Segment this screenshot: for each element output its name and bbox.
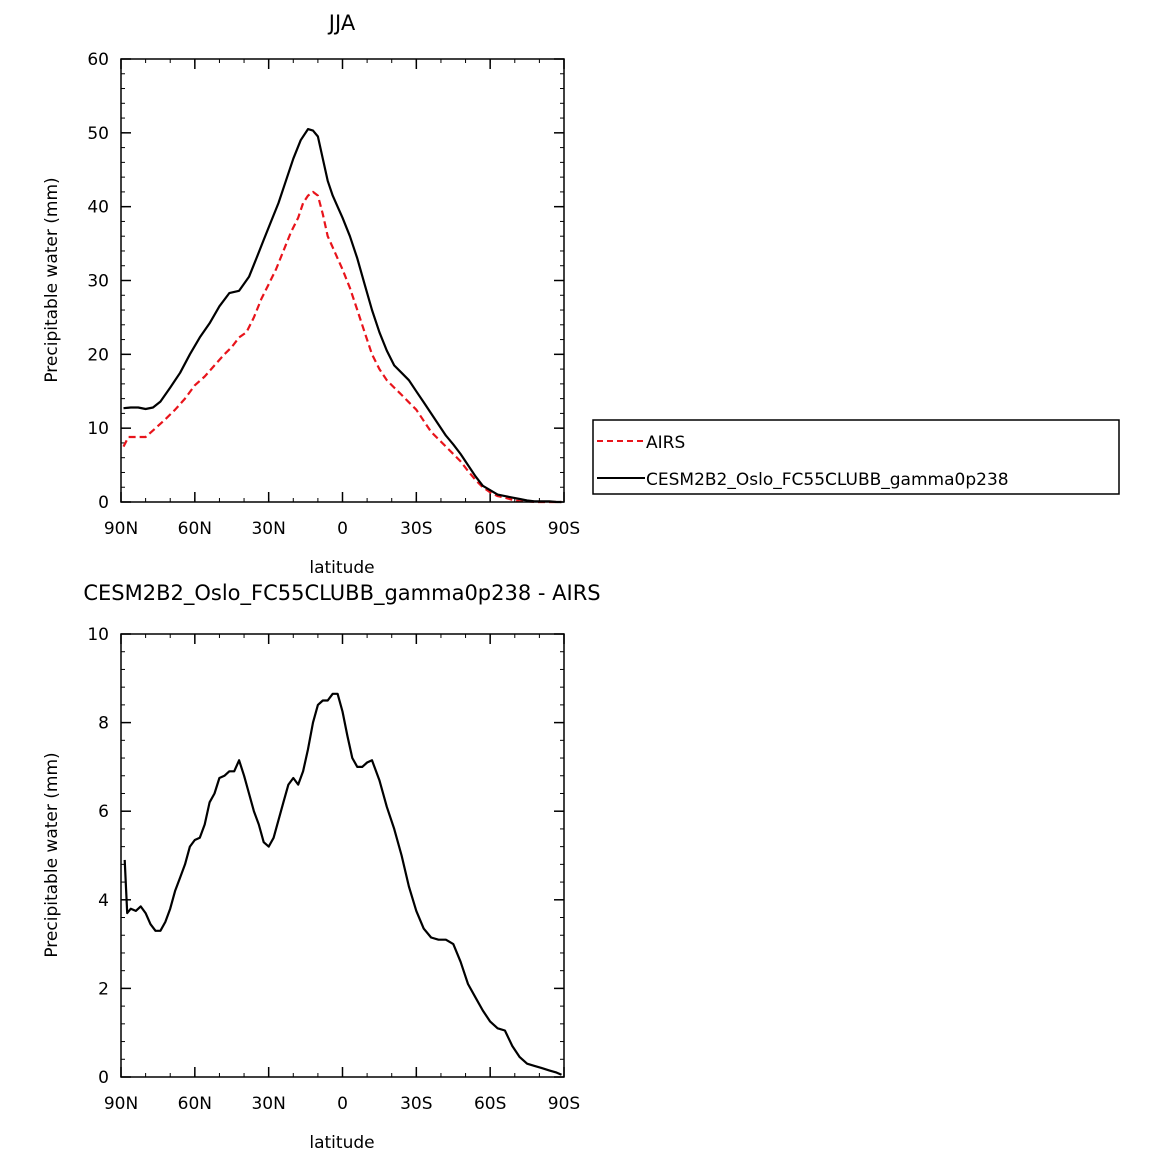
- legend-label-airs: AIRS: [646, 433, 685, 453]
- y-tick-label: 20: [87, 345, 109, 365]
- tick-labels: 90N 60N 30N 0 30S 60S 90S 0 2 4 6 8 10: [87, 625, 580, 1114]
- y-tick-label: 30: [87, 272, 109, 292]
- y-tick-label: 50: [87, 124, 109, 144]
- x-tick-label: 90S: [548, 1094, 580, 1114]
- legend-box: [592, 419, 1120, 495]
- x-tick-label: 60N: [178, 1094, 212, 1114]
- series-line-airs: [122, 190, 562, 504]
- plot-frame: [120, 58, 565, 503]
- series-layer: [123, 692, 562, 1076]
- y-tick-label: 8: [98, 714, 109, 734]
- x-tick-label: 30S: [400, 519, 432, 539]
- y-tick-label: 10: [87, 625, 109, 645]
- x-tick-label: 0: [337, 519, 348, 539]
- y-tick-label: 2: [98, 979, 109, 999]
- y-axis-label: Precipitable water (mm): [42, 177, 62, 382]
- series-line-difference: [123, 692, 562, 1076]
- x-tick-label: 0: [337, 1094, 348, 1114]
- x-tick-label: 30S: [400, 1094, 432, 1114]
- x-axis-label: latitude: [309, 558, 374, 578]
- y-tick-label: 40: [87, 198, 109, 218]
- x-tick-label: 30N: [251, 519, 285, 539]
- x-tick-label: 90N: [104, 1094, 138, 1114]
- y-axis-label: Precipitable water (mm): [42, 752, 62, 957]
- y-tick-label: 60: [87, 50, 109, 70]
- axis-ticks: [120, 58, 565, 503]
- x-tick-label: 90S: [548, 519, 580, 539]
- x-tick-label: 60S: [474, 1094, 506, 1114]
- x-tick-label: 60S: [474, 519, 506, 539]
- x-axis-label: latitude: [309, 1133, 374, 1153]
- plot-frame: [120, 633, 565, 1078]
- x-tick-label: 90N: [104, 519, 138, 539]
- y-tick-label: 10: [87, 419, 109, 439]
- y-tick-label: 0: [98, 1068, 109, 1088]
- y-tick-label: 0: [98, 493, 109, 513]
- series-layer: [122, 128, 562, 504]
- series-line-cesm2b2-oslo-fc55clubb-gamma0p238: [123, 128, 562, 504]
- panel-top: JJA 90N 60N 30N 0 30S 60S 90S 0 10 20 30 40 50 60 lat…: [42, 11, 580, 578]
- y-tick-label: 6: [98, 802, 109, 822]
- x-tick-label: 60N: [178, 519, 212, 539]
- panel-bottom: CESM2B2_Oslo_FC55CLUBB_gamma0p238 - AIRS…: [42, 581, 601, 1153]
- chart-title: CESM2B2_Oslo_FC55CLUBB_gamma0p238 - AIRS: [83, 581, 600, 606]
- legend: AIRS CESM2B2_Oslo_FC55CLUBB_gamma0p238: [592, 419, 1120, 495]
- tick-labels: 90N 60N 30N 0 30S 60S 90S 0 10 20 30 40 50 60: [87, 50, 580, 539]
- y-tick-label: 4: [98, 891, 109, 911]
- chart-title: JJA: [327, 11, 356, 35]
- legend-label-model: CESM2B2_Oslo_FC55CLUBB_gamma0p238: [646, 470, 1009, 490]
- axis-ticks: [120, 633, 565, 1078]
- x-tick-label: 30N: [251, 1094, 285, 1114]
